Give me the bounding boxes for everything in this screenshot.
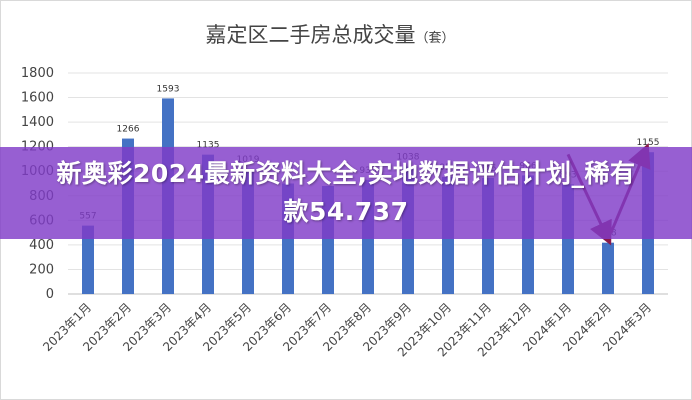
y-tick-label: 200 [29, 262, 54, 277]
y-tick-label: 400 [29, 238, 54, 253]
bar [602, 242, 614, 294]
data-label: 1593 [157, 84, 180, 94]
banner-text: 新奥彩2024最新资料大全,实地数据评估计划_稀有款54.737 [56, 159, 636, 226]
y-tick-label: 1600 [21, 91, 54, 106]
y-tick-label: 1400 [21, 115, 54, 130]
data-label: 1135 [197, 141, 220, 151]
overlay-banner: 新奥彩2024最新资料大全,实地数据评估计划_稀有款54.737 [0, 147, 692, 239]
bar [82, 225, 94, 294]
y-tick-label: 0 [46, 287, 54, 302]
chart-title: 嘉定区二手房总成交量（套） [205, 23, 454, 47]
y-tick-label: 1800 [21, 66, 54, 81]
data-label: 1266 [117, 125, 140, 135]
